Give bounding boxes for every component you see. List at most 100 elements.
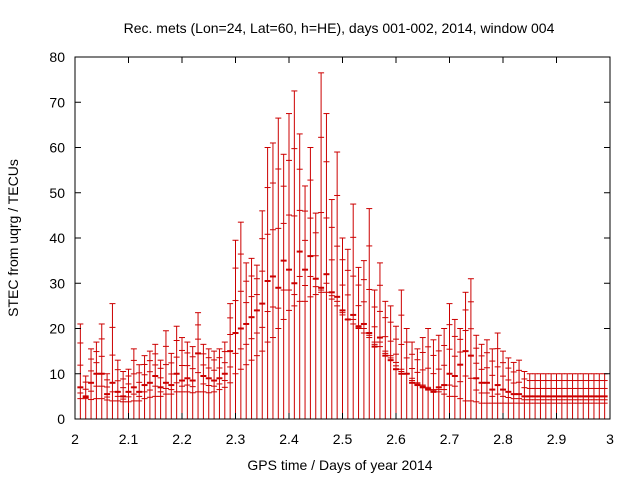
error-bar — [114, 359, 121, 419]
error-bar — [467, 278, 474, 419]
x-axis-label: GPS time / Days of year 2014 — [247, 457, 432, 473]
y-tick-label: 10 — [49, 366, 65, 382]
plot-marks — [77, 72, 608, 419]
error-bar — [130, 348, 137, 419]
error-bar — [232, 239, 239, 419]
error-bar — [414, 348, 421, 419]
error-bar — [382, 300, 389, 419]
error-bar — [189, 346, 196, 419]
error-bar — [120, 370, 127, 419]
error-bar — [505, 357, 512, 419]
error-bar — [253, 264, 260, 419]
error-bar — [248, 257, 255, 419]
x-tick-label: 2.7 — [440, 431, 460, 447]
error-bar — [419, 337, 426, 419]
error-bar — [590, 373, 597, 419]
x-tick-label: 2.1 — [119, 431, 139, 447]
error-bar — [569, 373, 576, 419]
error-bar — [473, 334, 480, 419]
error-bar — [318, 72, 325, 419]
x-axis-ticks: 2 2.1 2.2 2.3 2.4 2.5 2.6 2.7 2.8 2.9 3 — [71, 57, 614, 447]
error-bar — [82, 375, 89, 419]
error-bar — [334, 151, 341, 419]
error-bar — [494, 332, 501, 419]
y-axis-label: STEC from uqrg / TECUs — [5, 159, 21, 317]
y-tick-label: 80 — [49, 49, 65, 65]
error-bar — [104, 373, 111, 419]
error-bar — [323, 113, 330, 419]
error-bar — [489, 348, 496, 419]
error-bar — [275, 117, 282, 419]
error-bar — [286, 113, 292, 419]
error-bar — [259, 210, 266, 419]
error-bar — [462, 291, 469, 419]
error-bar — [521, 370, 528, 419]
x-tick-label: 2.5 — [333, 431, 353, 447]
x-tick-label: 3 — [606, 431, 614, 447]
x-tick-label: 2.9 — [547, 431, 567, 447]
error-bar — [478, 343, 485, 419]
error-bar — [221, 341, 228, 419]
error-bar — [77, 323, 84, 419]
error-bar — [360, 260, 367, 419]
error-bar — [173, 325, 180, 419]
error-bar — [537, 373, 544, 419]
error-bar — [227, 303, 234, 419]
plot-frame — [74, 56, 611, 420]
error-bar — [269, 142, 276, 419]
error-bar — [398, 289, 405, 419]
error-bar — [109, 303, 116, 419]
error-bar — [532, 373, 539, 419]
error-bar — [307, 147, 314, 419]
error-bar — [344, 248, 351, 419]
y-tick-label: 70 — [49, 94, 65, 110]
error-bar — [548, 373, 555, 419]
error-bar — [409, 341, 416, 419]
chart-title: Rec. mets (Lon=24, Lat=60, h=HE), days 0… — [124, 20, 555, 36]
x-tick-label: 2.8 — [493, 431, 513, 447]
error-bar — [216, 348, 223, 419]
error-bar — [580, 373, 587, 419]
error-bar — [200, 343, 207, 419]
error-bar — [355, 266, 362, 419]
error-bar — [280, 153, 287, 419]
x-tick-label: 2.3 — [226, 431, 246, 447]
error-bar — [184, 341, 191, 419]
error-bar — [328, 199, 335, 419]
error-bar — [376, 262, 383, 419]
error-bar — [141, 355, 148, 419]
error-bar — [339, 237, 346, 419]
error-bar — [88, 348, 95, 419]
error-bar — [211, 350, 218, 419]
error-bar — [98, 323, 105, 419]
error-bar — [93, 341, 100, 419]
error-bar — [483, 339, 490, 419]
error-bar — [296, 133, 303, 419]
error-bar — [152, 343, 159, 419]
error-bar — [291, 90, 298, 419]
y-tick-label: 60 — [49, 140, 65, 156]
y-tick-label: 40 — [49, 230, 65, 246]
error-bar — [430, 339, 437, 419]
error-bar — [441, 328, 448, 419]
error-bar — [264, 147, 271, 419]
y-tick-label: 0 — [57, 411, 65, 427]
error-bar — [435, 334, 442, 419]
x-tick-label: 2 — [71, 431, 79, 447]
error-bar — [195, 312, 202, 419]
error-bar — [451, 318, 458, 419]
error-bar — [387, 305, 394, 419]
error-bar — [243, 262, 250, 419]
error-bar — [312, 212, 319, 419]
error-bar — [371, 289, 378, 419]
x-tick-label: 2.4 — [279, 431, 299, 447]
y-tick-label: 20 — [49, 321, 65, 337]
error-bar — [366, 208, 373, 419]
error-bar — [125, 368, 132, 419]
error-bar — [403, 328, 410, 419]
error-bar — [457, 328, 464, 419]
error-bar — [162, 330, 169, 419]
error-bar — [237, 221, 244, 419]
error-bar — [168, 352, 175, 419]
